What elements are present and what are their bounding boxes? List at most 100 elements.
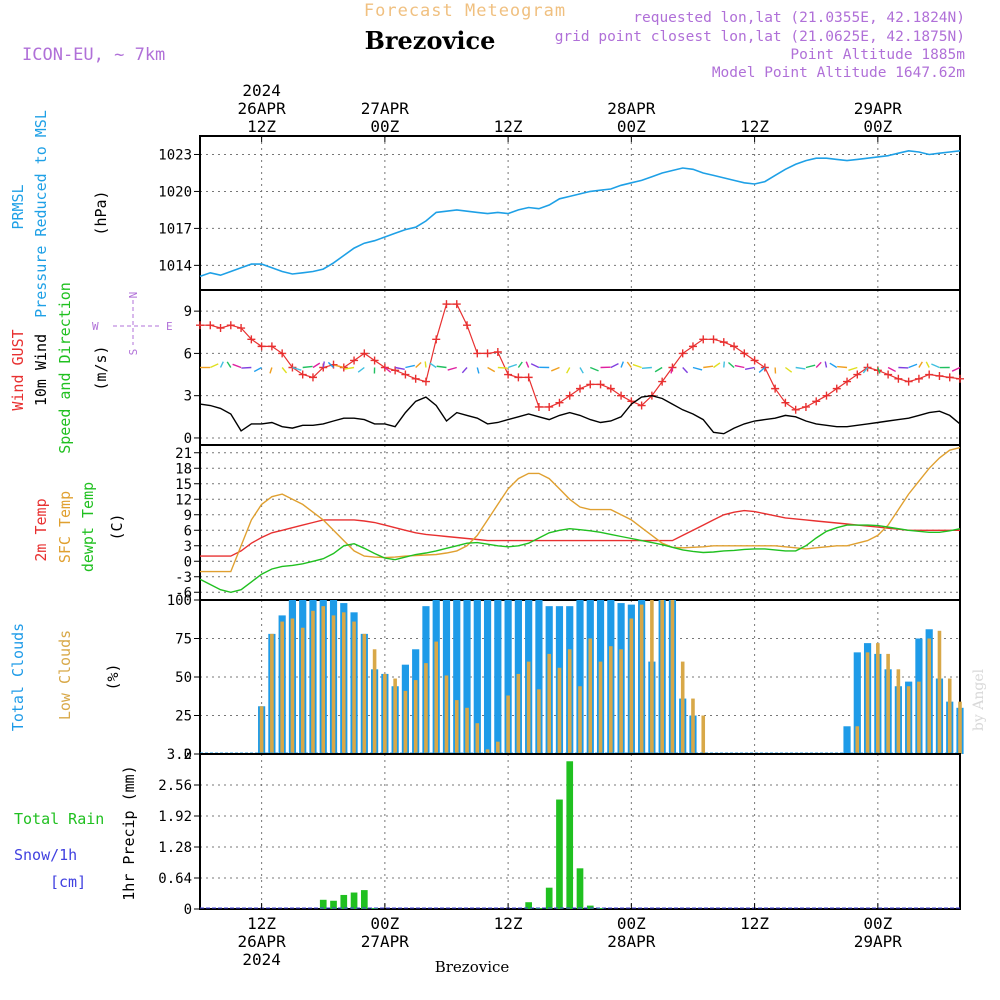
bar-rain [330, 900, 337, 909]
gust-point [308, 373, 317, 382]
gust-point [935, 371, 944, 380]
y-tick-label-precip-3: 1.92 [158, 809, 192, 825]
y-tick-label-clouds-3: 75 [175, 632, 192, 648]
bar-low-cloud [896, 669, 901, 754]
top-time-label-0-2: 12Z [247, 117, 276, 136]
gust-point [247, 335, 256, 344]
bar-low-cloud [383, 673, 387, 754]
wind-direction-arrow [626, 361, 632, 368]
wind-direction-arrow [887, 366, 896, 373]
wind-direction-arrow [703, 365, 714, 369]
wind-label-10m: 10m Wind [32, 334, 50, 406]
bottom-time-label-0-1: 26APR [238, 932, 287, 951]
gust-point [514, 373, 523, 382]
wind-direction-arrow [384, 366, 392, 373]
wind-direction-arrow [670, 367, 674, 374]
wind-direction-arrow [395, 366, 405, 370]
bar-low-cloud [259, 706, 264, 754]
bar-rain [360, 890, 368, 909]
wind-direction-arrow [682, 367, 689, 374]
gust-point [278, 349, 287, 358]
top-time-label-2-0: 12Z [494, 117, 523, 136]
bar-low-cloud [413, 680, 418, 754]
wind-direction-arrow [824, 361, 828, 368]
bottom-time-label-3-1: 28APR [607, 932, 656, 951]
gust-point [914, 374, 923, 383]
pressure-label-unit: (hPa) [92, 190, 110, 235]
bottom-time-label-3-0: 00Z [617, 914, 646, 933]
y-tick-label-pressure-2: 1020 [158, 184, 192, 200]
wind-direction-arrow [253, 366, 262, 373]
gust-point [442, 300, 451, 309]
gust-point [216, 324, 225, 333]
y-tick-label-clouds-2: 50 [175, 670, 192, 686]
wind-direction-arrow [302, 365, 313, 369]
y-tick-label-clouds-0: 0 [184, 747, 192, 763]
wind-direction-arrow [877, 367, 881, 374]
wind-direction-arrow [525, 361, 530, 368]
gust-point [576, 384, 584, 393]
top-time-label-0-1: 26APR [238, 99, 287, 118]
bar-rain [371, 908, 378, 909]
point-altitude: Point Altitude 1885m [790, 47, 965, 63]
top-time-label-5-1: 00Z [863, 117, 892, 136]
gust-point [801, 402, 810, 411]
y-tick-label-precip-0: 0 [184, 902, 192, 918]
y-tick-label-temp-1: -3 [175, 570, 192, 586]
bar-total-cloud [463, 600, 471, 754]
y-tick-label-temp-7: 15 [175, 477, 192, 493]
bar-low-cloud [906, 686, 911, 754]
bar-low-cloud [927, 638, 931, 754]
bar-low-cloud [280, 621, 284, 754]
y-tick-label-precip-1: 0.64 [158, 871, 192, 887]
bar-low-cloud [393, 678, 397, 754]
bar-low-cloud [701, 715, 706, 754]
bar-rain [597, 908, 604, 909]
bar-low-cloud [876, 643, 880, 754]
bar-rain [350, 892, 358, 909]
compass-rose: N S W E [92, 292, 173, 356]
bar-low-cloud [557, 667, 562, 754]
bottom-time-label-1-1: 27APR [361, 932, 410, 951]
bar-low-cloud [937, 630, 942, 754]
gust-point [401, 370, 410, 379]
product-title: Forecast Meteogram [364, 1, 566, 21]
bar-low-cloud [341, 612, 346, 754]
wind-direction-arrow [918, 361, 923, 368]
gust-point [493, 348, 502, 356]
bar-low-cloud [598, 661, 603, 754]
gust-point [843, 377, 852, 386]
wind-direction-arrow [862, 367, 869, 374]
gust-point [658, 377, 667, 386]
precip-label-cm: [cm] [50, 873, 86, 891]
clouds-label-unit: (%) [104, 663, 122, 690]
gust-point [606, 384, 615, 393]
bar-total-cloud [504, 600, 512, 754]
gust-point [565, 391, 574, 400]
wind-direction-arrow [312, 362, 321, 369]
wind-direction-arrow [727, 362, 735, 369]
wind-direction-arrow [848, 366, 858, 371]
wind-direction-arrow [209, 363, 219, 369]
bar-low-cloud [465, 707, 469, 754]
bar-low-cloud [578, 686, 582, 754]
y-tick-label-pressure-3: 1023 [158, 147, 192, 163]
wind-direction-arrow [281, 367, 288, 374]
gust-point [750, 356, 759, 365]
bar-low-cloud [567, 649, 572, 754]
wind-direction-arrow [507, 363, 517, 369]
bar-low-cloud [516, 673, 521, 754]
bar-low-cloud [290, 618, 295, 754]
wind-direction-arrow [447, 366, 457, 371]
grid-point: grid point closest lon,lat (21.0625E, 42… [555, 29, 965, 45]
bar-low-cloud [424, 663, 428, 754]
bar-low-cloud [958, 701, 962, 754]
wind-direction-arrow [241, 366, 252, 369]
gust-point [206, 321, 215, 330]
gust-point [771, 384, 780, 393]
bar-low-cloud [680, 661, 685, 754]
series-line-2m-temp [200, 509, 960, 557]
top-time-label-1-1: 00Z [370, 117, 399, 136]
gust-point [483, 349, 492, 358]
